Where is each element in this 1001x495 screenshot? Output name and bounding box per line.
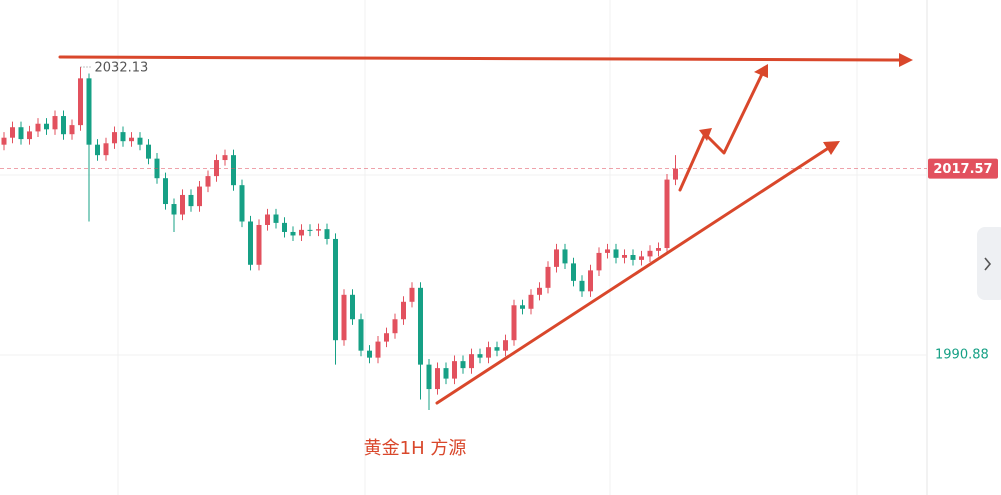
candle-body <box>596 252 602 271</box>
candle-body <box>265 214 270 225</box>
candle-body <box>129 137 134 142</box>
candle-body <box>137 137 143 145</box>
candle-body <box>537 287 542 295</box>
candle-body <box>511 305 517 341</box>
arrow-head <box>754 64 768 78</box>
candle-body <box>571 263 576 281</box>
drawings <box>58 53 913 405</box>
candle-body <box>333 238 338 341</box>
candle-body <box>44 123 49 130</box>
candle-body <box>10 127 15 138</box>
candle-body <box>673 168 678 180</box>
last-price-label: 2017.57 <box>933 162 992 177</box>
candle-body <box>554 249 559 267</box>
candle-body <box>205 176 211 187</box>
candle-body <box>86 78 92 145</box>
candle-body <box>562 249 568 264</box>
candle-body <box>613 249 619 258</box>
candle-body <box>163 178 168 205</box>
candle-body <box>214 160 219 177</box>
trend-line <box>435 145 832 405</box>
candle-body <box>367 350 372 358</box>
candle-body <box>222 155 228 161</box>
candle-body <box>197 186 202 207</box>
candle-body <box>384 333 389 342</box>
candle-body <box>52 116 58 130</box>
candle-body <box>112 132 117 144</box>
path-arrow <box>678 70 765 192</box>
candle-body <box>324 229 330 239</box>
candle-body <box>358 319 364 351</box>
candle-body <box>78 78 83 126</box>
candle-body <box>418 287 423 365</box>
candle-body <box>146 144 151 159</box>
candle-body <box>528 294 534 309</box>
candle-body <box>605 249 610 253</box>
candle-body <box>120 132 126 142</box>
candle-body <box>299 229 304 236</box>
candle-body <box>494 347 500 351</box>
candle-body <box>486 347 491 358</box>
candle-body <box>290 231 296 236</box>
high-label: 2032.13 <box>95 60 149 75</box>
candle-body <box>588 270 593 292</box>
candle-body <box>477 354 483 358</box>
last-price-tag <box>928 158 998 179</box>
candle-body <box>426 364 432 390</box>
arrow-head <box>899 53 913 67</box>
candle-body <box>375 341 381 358</box>
side-button[interactable] <box>977 227 1001 300</box>
arrow-head <box>823 141 840 155</box>
candle-body <box>469 354 474 369</box>
candle-body <box>1 137 7 145</box>
candle-body <box>180 194 185 215</box>
candle-body <box>435 368 440 390</box>
candle-body <box>350 294 355 320</box>
candle-body <box>248 221 253 265</box>
candle-body <box>307 229 313 231</box>
arrow-head <box>699 128 712 141</box>
candle-body <box>443 368 449 379</box>
chevron[interactable] <box>984 257 992 271</box>
candle-body <box>18 127 24 140</box>
candle-body <box>103 143 109 156</box>
candle-body <box>35 123 41 132</box>
candle-body <box>239 185 245 222</box>
resistance-line <box>58 55 905 62</box>
candle-body <box>392 319 398 334</box>
candle-body <box>95 144 100 156</box>
candle-body <box>630 255 636 260</box>
candle-body <box>401 301 406 320</box>
candle-body <box>256 224 262 265</box>
candle-body <box>27 131 32 140</box>
vertical-grid <box>117 0 858 495</box>
candle-body <box>579 280 585 292</box>
candle-body <box>282 222 287 232</box>
candle-body <box>639 256 644 260</box>
candle-body <box>664 179 670 249</box>
candle-body <box>503 340 508 351</box>
candle-body <box>545 266 551 288</box>
candle-body <box>452 361 457 379</box>
candle-body <box>409 287 415 302</box>
candle-body <box>69 125 75 135</box>
candle-body <box>61 116 66 135</box>
candle-body <box>656 248 661 251</box>
y-tick-label: 1990.88 <box>935 347 989 362</box>
candle-body <box>273 214 279 223</box>
candle-body <box>520 305 525 309</box>
annotation: 黄金1H 方源 <box>364 438 467 459</box>
candle-body <box>647 250 653 257</box>
candle-body <box>188 194 194 207</box>
candle-body <box>341 294 347 341</box>
candle-body <box>316 229 321 231</box>
y-tick-label: 2042.44 <box>935 0 989 2</box>
candle-body <box>460 361 466 369</box>
candle-body <box>622 255 627 258</box>
candle-body <box>171 204 177 215</box>
candle-body <box>231 155 236 186</box>
